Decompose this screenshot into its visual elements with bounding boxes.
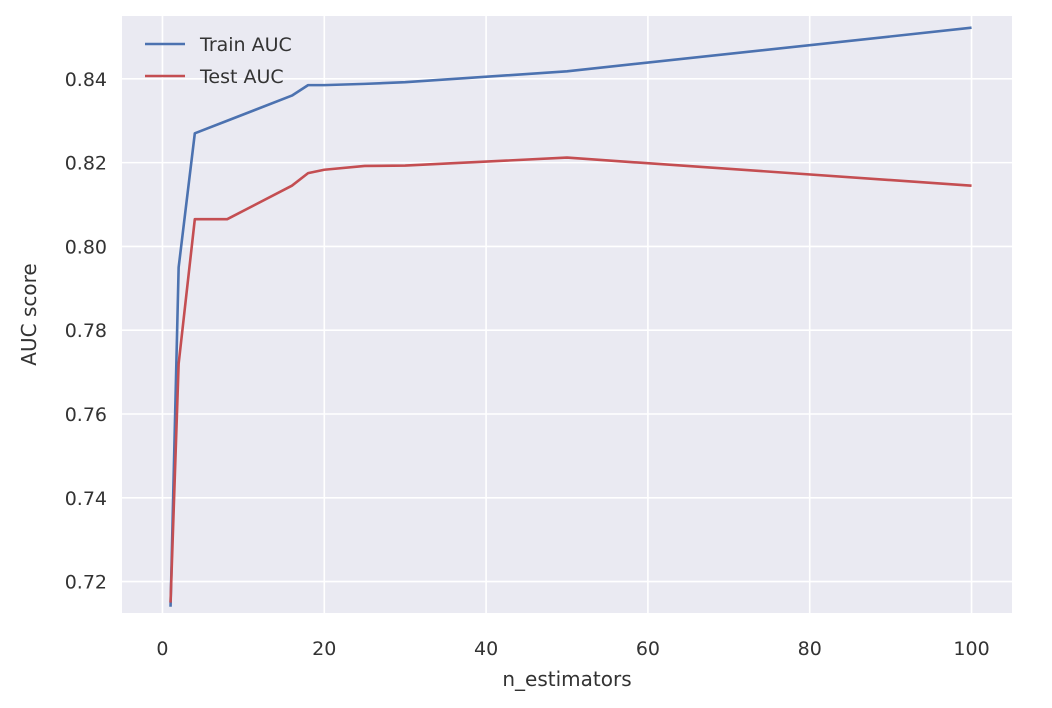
- y-tick-label: 0.72: [65, 572, 107, 594]
- plot-background: [122, 16, 1012, 613]
- y-tick-label: 0.78: [65, 320, 107, 342]
- x-tick-label: 0: [156, 638, 168, 660]
- series-line-test-auc: [169, 156, 972, 603]
- x-tick-labels: 0 20 40 60 80 100: [156, 638, 989, 660]
- x-tick-label: 100: [953, 638, 989, 660]
- x-tick-label: 40: [474, 638, 498, 660]
- x-axis-label: n_estimators: [502, 667, 631, 691]
- y-axis-label: AUC score: [17, 263, 41, 365]
- y-tick-label: 0.84: [65, 69, 107, 91]
- x-tick-label: 20: [312, 638, 336, 660]
- grid-layer: [122, 16, 1012, 613]
- y-tick-label: 0.74: [65, 488, 107, 510]
- x-tick-label: 80: [798, 638, 822, 660]
- y-tick-label: 0.80: [65, 236, 107, 258]
- y-tick-label: 0.76: [65, 404, 107, 426]
- series-line-train-auc: [169, 26, 972, 607]
- y-tick-label: 0.82: [65, 153, 107, 175]
- legend-label: Test AUC: [199, 66, 284, 88]
- series-layer: [169, 26, 972, 607]
- legend-label: Train AUC: [199, 34, 292, 56]
- legend: Train AUC Test AUC: [145, 34, 292, 88]
- y-tick-labels: 0.72 0.74 0.76 0.78 0.80 0.82 0.84: [65, 69, 107, 594]
- x-tick-label: 60: [636, 638, 660, 660]
